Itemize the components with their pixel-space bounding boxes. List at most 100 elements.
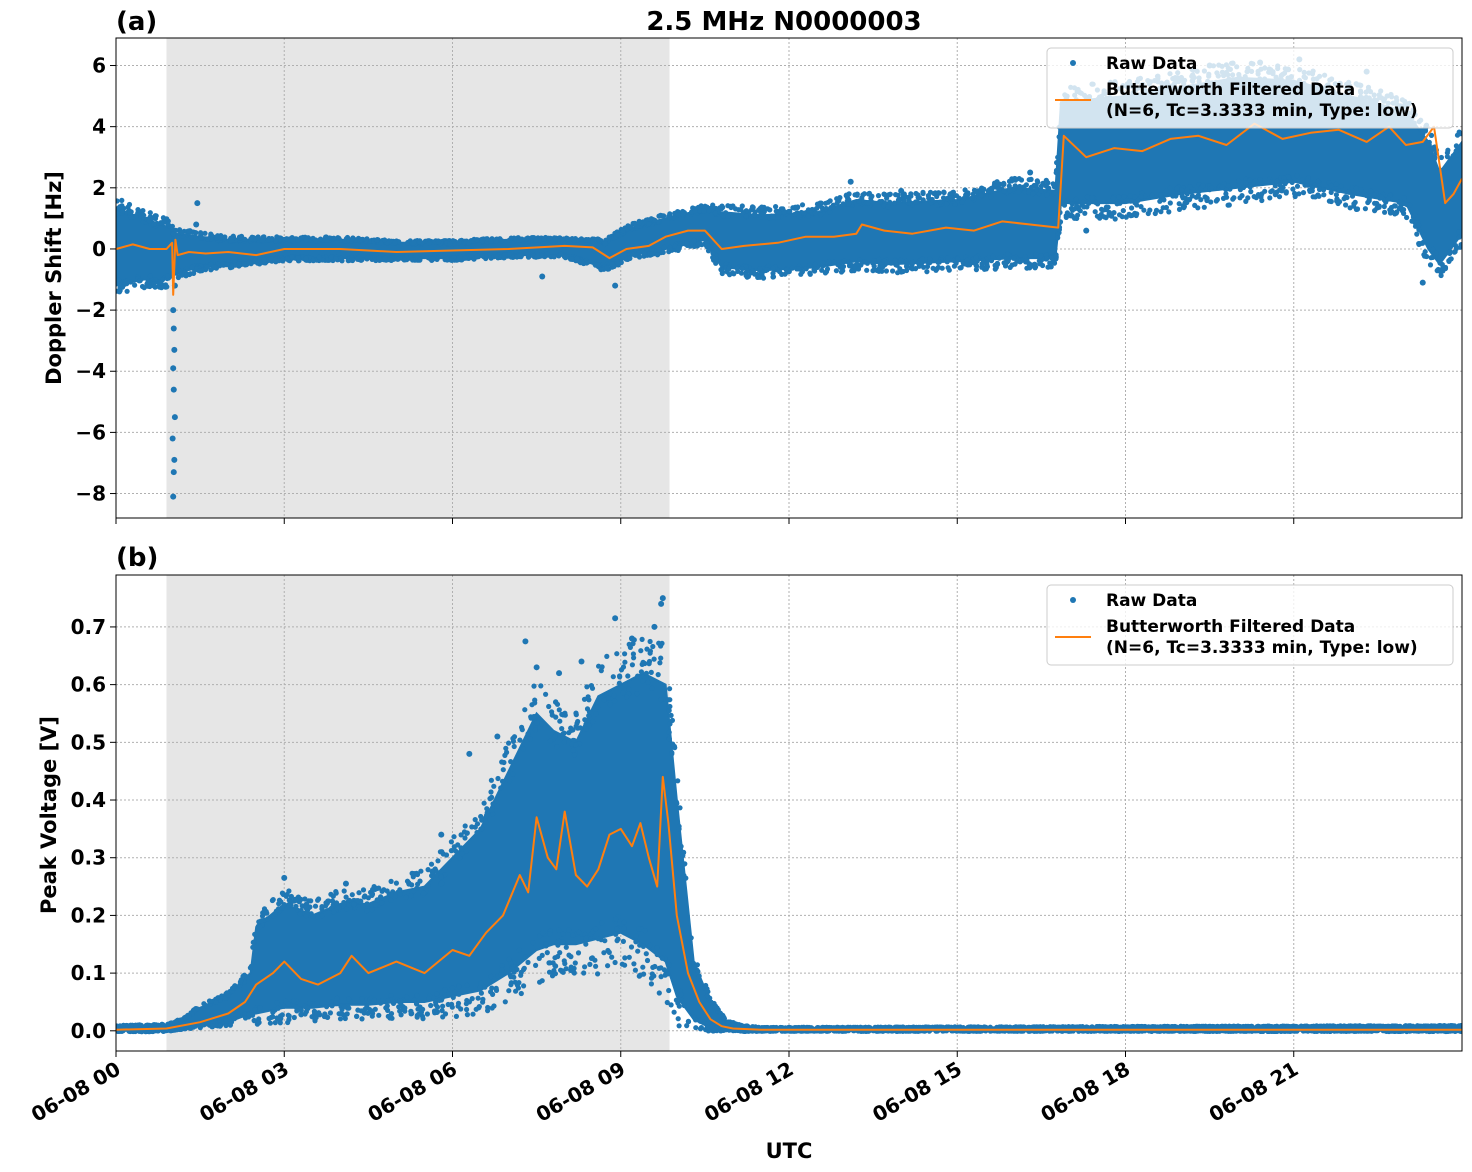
- raw-data-point: [1038, 253, 1044, 259]
- raw-data-point: [1268, 189, 1274, 195]
- raw-data-point: [480, 996, 486, 1003]
- raw-data-point: [491, 783, 497, 789]
- raw-data-point: [316, 254, 322, 260]
- raw-data-point: [132, 282, 138, 288]
- raw-data-point: [402, 1005, 408, 1011]
- raw-data-point: [628, 944, 635, 950]
- raw-data-point: [538, 683, 544, 689]
- raw-data-point: [1282, 179, 1288, 185]
- raw-data-point: [678, 843, 684, 850]
- raw-data-point: [1344, 194, 1350, 201]
- raw-data-point: [421, 890, 427, 896]
- raw-data-point: [955, 256, 961, 262]
- raw-data-point: [493, 985, 499, 992]
- raw-data-point: [546, 703, 552, 710]
- raw-data-point: [578, 236, 585, 242]
- raw-data-point: [362, 1006, 368, 1013]
- raw-data-point: [987, 1024, 993, 1030]
- raw-data-point: [425, 882, 431, 889]
- raw-data-point: [1420, 129, 1426, 135]
- raw-data-point: [281, 1003, 287, 1009]
- raw-data-point: [499, 963, 505, 969]
- raw-data-point: [610, 674, 616, 680]
- raw-data-point: [1074, 203, 1080, 209]
- raw-data-point: [698, 203, 704, 209]
- raw-data-point: [565, 236, 571, 242]
- raw-data-point: [822, 270, 829, 276]
- raw-data-point: [364, 996, 370, 1003]
- raw-data-point: [488, 789, 494, 795]
- raw-data-point: [276, 1016, 282, 1022]
- raw-data-point: [1439, 261, 1445, 268]
- raw-data-point: [516, 980, 522, 986]
- raw-data-point: [1210, 1024, 1217, 1030]
- raw-data-point: [275, 1005, 281, 1011]
- raw-data-point: [620, 228, 626, 234]
- raw-data-point: [885, 204, 891, 210]
- raw-data-point: [303, 236, 309, 243]
- raw-data-point: [649, 251, 655, 258]
- raw-data-point: [833, 268, 840, 274]
- raw-data-point: [151, 281, 157, 287]
- y-tick-label: 4: [92, 115, 106, 139]
- raw-data-point: [691, 237, 697, 244]
- raw-data-point: [901, 194, 907, 200]
- raw-data-point: [823, 205, 829, 212]
- raw-data-point: [379, 900, 385, 906]
- raw-data-point: [739, 203, 745, 209]
- raw-data-point: [530, 940, 536, 946]
- raw-data-point: [418, 1009, 424, 1016]
- raw-data-point: [581, 970, 587, 976]
- raw-data-point: [988, 194, 994, 200]
- raw-data-point: [1073, 196, 1079, 202]
- raw-data-point: [488, 238, 494, 244]
- raw-data-point: [1458, 242, 1462, 248]
- raw-data-point: [449, 257, 455, 263]
- raw-data-point: [561, 739, 567, 745]
- raw-data-point: [358, 236, 364, 243]
- raw-data-point: [940, 195, 947, 201]
- raw-data-point: [1217, 1024, 1224, 1030]
- raw-data-point: [568, 256, 575, 262]
- raw-data-point: [604, 265, 610, 271]
- raw-data-point: [1178, 1023, 1184, 1029]
- raw-data-point: [1299, 177, 1305, 183]
- raw-data-point: [329, 1003, 335, 1009]
- raw-data-point: [1174, 185, 1180, 191]
- raw-data-point: [324, 1004, 330, 1010]
- raw-data-point: [1438, 154, 1444, 161]
- raw-data-point: [1121, 194, 1127, 200]
- raw-data-point: [1349, 185, 1355, 191]
- legend-box: [1046, 47, 1454, 129]
- raw-data-point: [442, 987, 448, 993]
- raw-data-point: [589, 685, 596, 691]
- raw-data-point: [636, 254, 643, 260]
- plot-area: [116, 595, 1462, 1035]
- raw-data-point: [595, 971, 601, 977]
- raw-data-point: [1450, 153, 1456, 159]
- raw-data-point: [1328, 183, 1334, 189]
- raw-data-point: [807, 270, 813, 276]
- raw-data-point: [116, 211, 120, 217]
- raw-data-point: [484, 236, 490, 242]
- raw-data-point: [636, 220, 643, 226]
- raw-data-point: [1189, 189, 1195, 195]
- raw-data-point: [1365, 1024, 1371, 1030]
- raw-data-point: [945, 265, 951, 271]
- raw-data-point: [579, 259, 585, 265]
- raw-data-point: [953, 193, 960, 199]
- raw-data-point: [161, 219, 167, 225]
- raw-data-point: [1167, 200, 1173, 206]
- raw-data-point: [525, 731, 531, 737]
- raw-data-point: [605, 963, 611, 969]
- raw-data-point: [1055, 235, 1061, 241]
- raw-data-point: [1069, 201, 1075, 207]
- raw-data-point: [408, 892, 414, 899]
- raw-data-point: [619, 255, 625, 261]
- raw-data-point: [213, 999, 219, 1005]
- raw-data-point: [474, 237, 480, 243]
- raw-data-point: [664, 999, 670, 1006]
- raw-data-point: [1124, 198, 1130, 204]
- raw-data-point: [812, 210, 819, 216]
